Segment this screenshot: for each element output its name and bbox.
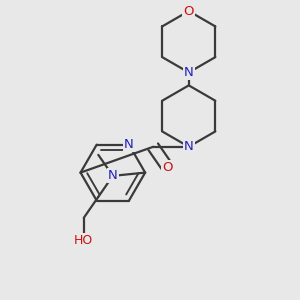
Text: N: N xyxy=(184,66,194,79)
Text: N: N xyxy=(108,169,118,182)
Text: O: O xyxy=(163,161,173,174)
Text: HO: HO xyxy=(74,234,93,247)
Text: N: N xyxy=(124,138,134,151)
Text: O: O xyxy=(184,4,194,18)
Text: N: N xyxy=(184,140,194,153)
